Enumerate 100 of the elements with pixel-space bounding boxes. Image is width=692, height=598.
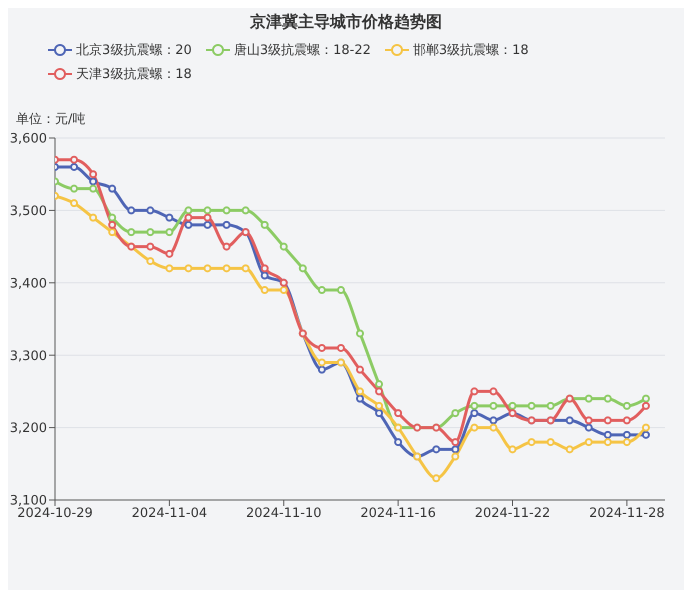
point bbox=[622, 430, 631, 439]
point bbox=[127, 206, 136, 214]
point bbox=[375, 380, 384, 388]
point bbox=[280, 242, 288, 251]
legend-label: 北京3级抗震螺：20 bbox=[76, 42, 192, 59]
point bbox=[432, 445, 440, 454]
point bbox=[318, 286, 326, 294]
point bbox=[356, 366, 364, 374]
point bbox=[242, 206, 250, 214]
point bbox=[260, 220, 269, 229]
point bbox=[280, 286, 288, 294]
point bbox=[127, 228, 136, 236]
point bbox=[222, 242, 231, 251]
point bbox=[184, 220, 192, 229]
point bbox=[318, 358, 326, 366]
point bbox=[584, 438, 593, 446]
y-tick-label: 3,300 bbox=[10, 348, 47, 364]
point bbox=[356, 329, 364, 338]
point bbox=[528, 402, 536, 410]
point bbox=[184, 214, 192, 222]
point bbox=[165, 264, 174, 272]
point bbox=[70, 162, 78, 171]
y-tick-label: 3,500 bbox=[10, 204, 47, 220]
point bbox=[604, 430, 612, 439]
point bbox=[566, 416, 574, 424]
point bbox=[108, 214, 116, 222]
point bbox=[356, 387, 364, 396]
point bbox=[622, 416, 631, 424]
point bbox=[222, 206, 231, 214]
point bbox=[642, 430, 650, 439]
point bbox=[318, 366, 326, 374]
point bbox=[222, 220, 231, 229]
x-tick-label: 2024-11-10 bbox=[246, 506, 322, 522]
y-axis-title: 单位：元/吨 bbox=[15, 111, 86, 129]
point bbox=[451, 445, 460, 454]
point bbox=[470, 387, 478, 396]
point bbox=[622, 438, 631, 446]
point bbox=[546, 402, 555, 410]
point bbox=[489, 402, 498, 410]
y-tick-label: 3,200 bbox=[10, 421, 47, 436]
point bbox=[336, 344, 345, 352]
point bbox=[642, 402, 650, 410]
point bbox=[604, 394, 612, 403]
point bbox=[470, 409, 478, 418]
point bbox=[489, 387, 498, 396]
point bbox=[204, 264, 212, 272]
x-tick-label: 2024-11-28 bbox=[589, 506, 665, 522]
point bbox=[204, 206, 212, 214]
point bbox=[584, 394, 593, 403]
point bbox=[489, 416, 498, 424]
point bbox=[89, 184, 98, 193]
point bbox=[70, 199, 78, 208]
point bbox=[394, 409, 402, 418]
point bbox=[528, 438, 536, 446]
legend-label: 唐山3级抗震螺：18-22 bbox=[234, 42, 371, 59]
y-tick-label: 3,400 bbox=[10, 276, 47, 292]
point bbox=[508, 445, 516, 454]
point bbox=[432, 474, 440, 482]
point bbox=[165, 228, 174, 236]
point bbox=[184, 264, 192, 272]
point bbox=[642, 424, 650, 432]
point bbox=[204, 220, 212, 229]
point bbox=[375, 387, 384, 396]
y-tick-label: 3,100 bbox=[10, 494, 47, 509]
point bbox=[89, 170, 98, 178]
point bbox=[356, 394, 364, 403]
x-tick-label: 2024-11-22 bbox=[474, 506, 550, 522]
point bbox=[146, 228, 154, 236]
x-tick-label: 2024-11-04 bbox=[132, 506, 208, 522]
point bbox=[165, 250, 174, 258]
point bbox=[451, 438, 460, 446]
point bbox=[260, 272, 269, 280]
point bbox=[451, 452, 460, 461]
x-tick-label: 2024-11-16 bbox=[360, 506, 436, 522]
point bbox=[146, 257, 154, 266]
point bbox=[222, 264, 231, 272]
point bbox=[260, 286, 269, 294]
point bbox=[508, 402, 516, 410]
point bbox=[451, 409, 460, 418]
point bbox=[604, 438, 612, 446]
point bbox=[470, 424, 478, 432]
point bbox=[70, 156, 78, 164]
point bbox=[375, 402, 384, 410]
legend-label: 天津3级抗震螺：18 bbox=[76, 66, 192, 83]
point bbox=[470, 402, 478, 410]
point bbox=[204, 214, 212, 222]
point bbox=[642, 394, 650, 403]
point bbox=[70, 184, 78, 193]
point bbox=[375, 409, 384, 418]
point bbox=[318, 344, 326, 352]
point bbox=[89, 214, 98, 222]
point bbox=[184, 206, 192, 214]
point bbox=[622, 402, 631, 410]
point bbox=[489, 424, 498, 432]
point bbox=[146, 242, 154, 251]
point bbox=[584, 416, 593, 424]
chart-title: 京津冀主导城市价格趋势图 bbox=[249, 11, 443, 33]
point bbox=[336, 286, 345, 294]
point bbox=[394, 438, 402, 446]
legend-label: 邯郸3级抗震螺：18 bbox=[412, 42, 529, 59]
